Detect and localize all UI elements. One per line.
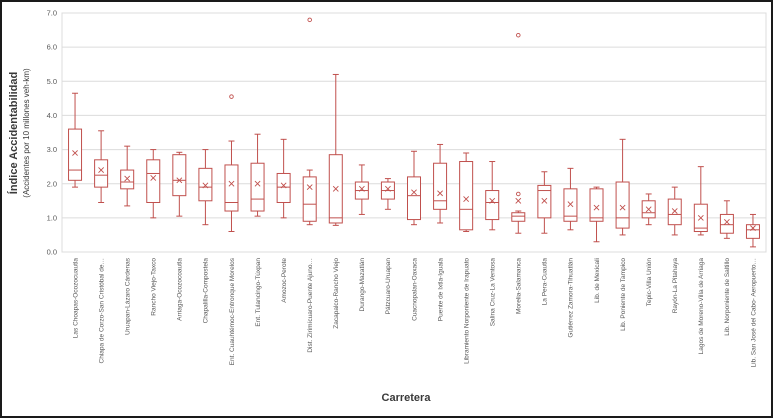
mean-marker: [567, 201, 574, 208]
category-label: Gutiérrez Zamora-Tihuatlán: [568, 258, 575, 338]
category-label: Lagos de Moreno-Villa de Arriaga: [698, 258, 705, 355]
category-label: Lib. Poniente de Tampico: [620, 258, 627, 331]
category-label: Zacapalco-Rancho Viejo: [333, 258, 340, 329]
mean-marker: [254, 180, 261, 187]
y-tick-label: 2.0: [47, 179, 57, 188]
mean-marker: [645, 206, 652, 213]
category-label: Libramiento Norponiente de Irapuato: [463, 258, 470, 364]
mean-marker: [437, 190, 443, 197]
category-label: Lib. de Mexicali: [594, 258, 601, 303]
box: [433, 162, 448, 210]
y-tick-label: 4.0: [47, 111, 57, 120]
box: [94, 159, 109, 188]
mean-marker: [697, 214, 704, 221]
category-label: Salina Cruz-La Ventosa: [490, 258, 497, 327]
category-label: Las Choapas-Ocozocuautla: [72, 258, 79, 339]
mean-marker: [671, 208, 678, 214]
category-label: Amozoc-Perote: [281, 258, 288, 303]
y-tick-label: 5.0: [47, 77, 57, 86]
box: [146, 159, 161, 203]
box: [589, 188, 604, 222]
mean-marker: [515, 197, 522, 204]
y-tick-label: 6.0: [47, 43, 57, 52]
category-label: Tepic-Villa Unión: [646, 258, 653, 307]
mean-marker: [306, 184, 313, 191]
category-label: Arriaga-Ocozocoautla: [177, 258, 184, 321]
mean-marker: [280, 182, 287, 189]
outlier-marker: [229, 94, 234, 99]
mean-marker: [358, 185, 365, 192]
box: [198, 167, 213, 202]
mean-marker: [150, 174, 157, 181]
category-label: Pátzcuaro-Uruapan: [385, 258, 392, 315]
category-label: Uruapan-Lázaro Cárdenas: [124, 257, 131, 335]
y-tick-label: 0.0: [47, 248, 57, 257]
mean-marker: [228, 180, 235, 187]
category-label: Chapalilla-Compostela: [203, 258, 210, 324]
plot-area: 0.0 1.0 2.0 3.0 4.0 5.0 6.0 7.0 Las Choapas-Ocoz…: [47, 9, 767, 367]
outlier-marker: [516, 191, 521, 197]
category-label: Ent. Cuauhtémoc-Entronque Morelos: [229, 257, 236, 365]
category-label: Chiapa de Corzo-San Cristóbal de…: [98, 258, 105, 364]
mean-marker: [72, 150, 78, 156]
outlier-marker: [516, 32, 521, 38]
box: [537, 184, 552, 219]
category-label: Rancho Viejo-Taxco: [151, 258, 158, 316]
y-axis-subtitle: (Accidentes por 10 millones veh-km): [22, 68, 31, 198]
category-label: Lib. San José del Cabo- Aeropuerto…: [750, 258, 757, 367]
mean-marker: [541, 197, 548, 204]
plot-border: [61, 12, 767, 253]
y-axis-title: Índice Accidentabilidad: [7, 72, 20, 194]
mean-marker: [176, 177, 183, 184]
mean-marker: [411, 189, 417, 196]
box: [485, 190, 500, 221]
y-tick-label: 1.0: [47, 213, 57, 222]
mean-marker: [98, 167, 105, 173]
box: [511, 212, 526, 222]
mean-marker: [750, 225, 756, 232]
box: [563, 188, 578, 222]
outlier-marker: [307, 17, 312, 23]
mean-marker: [723, 219, 730, 225]
category-label: Puente de Ixtla-Iguala: [437, 258, 444, 322]
category-label: Durango-Mazatlán: [359, 258, 366, 312]
category-label: Lib. Norponiente de Saltillo: [724, 258, 731, 336]
box: [407, 176, 421, 221]
mean-marker: [463, 196, 470, 202]
box: [224, 164, 239, 212]
box: [719, 213, 734, 234]
category-label: La Pera-Cuautla: [542, 258, 549, 306]
category-label: Morelia-Salamanca: [516, 258, 523, 314]
mean-marker: [619, 204, 626, 211]
box: [302, 176, 317, 222]
mean-marker: [489, 197, 496, 204]
mean-marker: [202, 182, 209, 189]
box: [68, 128, 83, 181]
mean-marker: [124, 175, 131, 182]
box: [172, 154, 187, 197]
mean-marker: [332, 185, 339, 192]
box: [120, 169, 135, 190]
box: [745, 224, 760, 239]
category-label: Cuacnopalan-Oaxaca: [411, 258, 418, 321]
y-tick-label: 7.0: [47, 9, 57, 18]
y-tick-label: 3.0: [47, 145, 57, 154]
box: [615, 181, 630, 229]
category-label: Rayón-La Pitahaya: [672, 258, 679, 314]
category-label: Ent. Tulancingo-Túxpan: [255, 258, 262, 327]
box: [276, 172, 291, 203]
box: [459, 161, 474, 231]
mean-marker: [593, 204, 600, 211]
x-axis-title: Carretera: [382, 392, 432, 404]
mean-marker: [385, 185, 391, 192]
box: [250, 162, 265, 212]
category-label: Dist. Zirimícuaro-Puente Ajuno…: [307, 258, 314, 353]
box: [667, 198, 682, 226]
